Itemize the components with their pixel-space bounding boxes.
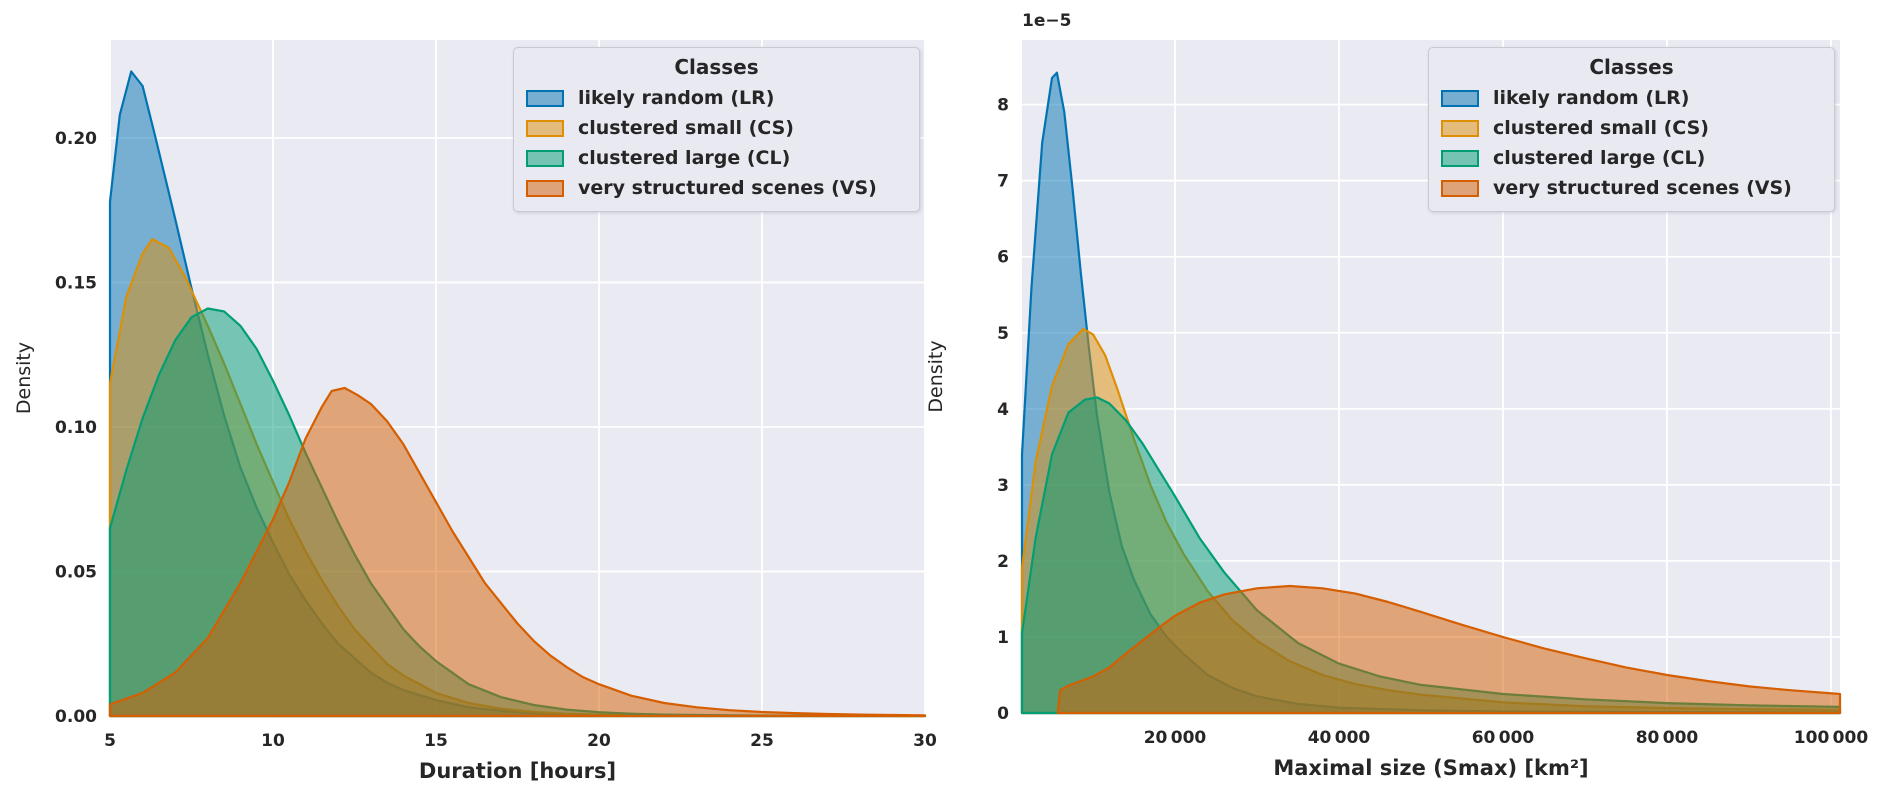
legend-item-cl: clustered large (CL)	[1439, 143, 1824, 173]
y-tick-label: 0.05	[55, 562, 97, 582]
legend-label: clustered large (CL)	[578, 147, 791, 169]
legend-item-cs: clustered small (CS)	[524, 113, 909, 143]
legend-label: likely random (LR)	[578, 87, 775, 109]
x-tick-label: 20	[587, 731, 611, 751]
legend-label: very structured scenes (VS)	[578, 177, 877, 199]
y-axis-label: Density	[13, 342, 35, 414]
legend-swatch-cs	[1441, 119, 1479, 137]
y-tick-label: 1	[997, 628, 1009, 648]
y-tick-label: 4	[997, 400, 1009, 420]
x-tick-label: 20 000	[1144, 728, 1207, 748]
x-tick-label: 10	[261, 731, 285, 751]
legend-item-lr: likely random (LR)	[524, 83, 909, 113]
legend-label: very structured scenes (VS)	[1493, 177, 1792, 199]
legend-item-cs: clustered small (CS)	[1439, 113, 1824, 143]
x-tick-label: 80 000	[1636, 728, 1699, 748]
kde-curve-vs	[108, 386, 927, 718]
legend-swatch-vs	[526, 179, 564, 197]
x-tick-label: 15	[424, 731, 448, 751]
y-tick-label: 0.20	[55, 129, 97, 149]
y-axis-offset-text: 1e−5	[1022, 11, 1071, 31]
x-tick-label: 100 000	[1794, 728, 1869, 748]
x-axis-label: Maximal size (Smax) [km²]	[1273, 756, 1588, 780]
y-axis-label: Density	[925, 340, 947, 412]
legend-label: clustered small (CS)	[1493, 117, 1709, 139]
legend-label: clustered small (CS)	[578, 117, 794, 139]
x-axis-label: Duration [hours]	[419, 759, 616, 783]
x-tick-label: 40 000	[1308, 728, 1371, 748]
legend-swatch-vs	[1441, 179, 1479, 197]
y-tick-label: 8	[997, 96, 1009, 116]
legend-rows: likely random (LR) clustered small (CS) cl…	[1439, 83, 1824, 203]
kde-curve-vs	[1056, 584, 1842, 715]
y-tick-label: 3	[997, 476, 1009, 496]
legend-item-vs: very structured scenes (VS)	[1439, 173, 1824, 203]
legend-left: Classes likely random (LR) clustered smal…	[513, 47, 920, 212]
legend-label: clustered large (CL)	[1493, 147, 1706, 169]
y-tick-label: 5	[997, 324, 1009, 344]
legend-item-cl: clustered large (CL)	[524, 143, 909, 173]
legend-item-lr: likely random (LR)	[1439, 83, 1824, 113]
x-tick-label: 5	[104, 731, 116, 751]
legend-swatch-cl	[526, 149, 564, 167]
x-tick-label: 60 000	[1472, 728, 1535, 748]
legend-rows: likely random (LR) clustered small (CS) cl…	[524, 83, 909, 203]
legend-title: Classes	[674, 55, 759, 79]
legend-title: Classes	[1589, 55, 1674, 79]
y-tick-label: 7	[997, 172, 1009, 192]
legend-swatch-lr	[1441, 89, 1479, 107]
y-tick-label: 0.15	[55, 273, 97, 293]
y-tick-label: 0.00	[55, 707, 97, 727]
legend-swatch-cs	[526, 119, 564, 137]
x-tick-label: 30	[913, 731, 937, 751]
y-tick-label: 2	[997, 552, 1009, 572]
legend-item-vs: very structured scenes (VS)	[524, 173, 909, 203]
legend-label: likely random (LR)	[1493, 87, 1690, 109]
y-tick-label: 0	[997, 704, 1009, 724]
legend-swatch-lr	[526, 89, 564, 107]
y-tick-label: 0.10	[55, 418, 97, 438]
x-tick-label: 25	[750, 731, 774, 751]
y-tick-label: 6	[997, 248, 1009, 268]
legend-right: Classes likely random (LR) clustered smal…	[1428, 47, 1835, 212]
legend-swatch-cl	[1441, 149, 1479, 167]
